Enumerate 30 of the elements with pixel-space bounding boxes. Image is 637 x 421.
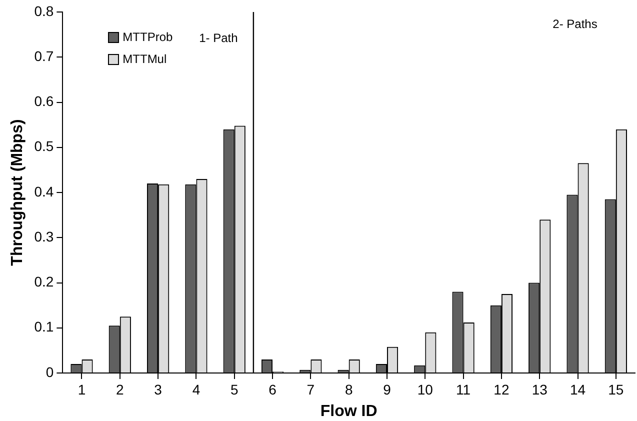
x-tick-label: 10 xyxy=(417,381,434,398)
legend-label: MTTMul xyxy=(122,52,167,66)
x-tick-label: 14 xyxy=(570,381,586,398)
y-tick-label: 0.8 xyxy=(34,2,54,19)
x-tick-label: 1 xyxy=(78,381,86,398)
x-tick-label: 4 xyxy=(192,381,200,398)
x-tick-label: 11 xyxy=(456,381,471,398)
y-tick-label: 0.4 xyxy=(34,183,54,200)
x-tick-label: 15 xyxy=(608,381,624,398)
x-axis-title: Flow ID xyxy=(320,402,378,420)
annotation: 1- Path xyxy=(199,31,238,45)
y-axis-title: Throughput (Mbps) xyxy=(9,119,26,266)
x-tick-label: 2 xyxy=(116,381,124,398)
annotation: 2- Paths xyxy=(552,17,598,31)
x-tick-label: 9 xyxy=(383,381,392,398)
x-tick-label: 5 xyxy=(230,381,238,398)
x-tick-label: 12 xyxy=(494,381,510,398)
x-tick-label: 3 xyxy=(154,381,162,398)
x-tick-label: 13 xyxy=(532,381,548,398)
y-tick-label: 0 xyxy=(46,364,54,380)
legend-label: MTTProb xyxy=(122,30,173,44)
y-tick-label: 0.3 xyxy=(34,228,54,244)
y-tick-label: 0.5 xyxy=(34,138,54,154)
y-tick-label: 0.2 xyxy=(34,274,54,290)
x-tick-label: 6 xyxy=(268,381,277,398)
x-tick-label: 7 xyxy=(306,381,315,398)
y-tick-label: 0.6 xyxy=(34,93,54,110)
y-tick-label: 0.7 xyxy=(34,48,54,64)
x-tick-label: 8 xyxy=(344,381,353,398)
y-tick-label: 0.1 xyxy=(34,318,54,335)
